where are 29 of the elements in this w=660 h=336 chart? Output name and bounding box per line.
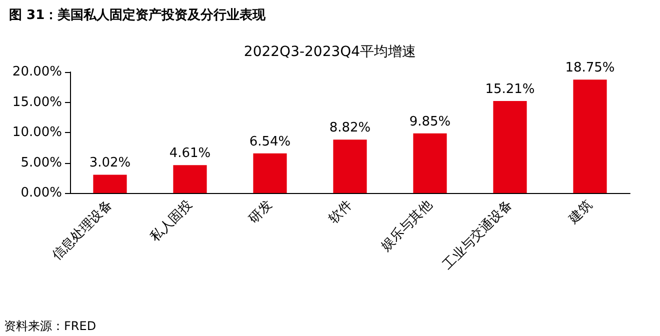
chart-subtitle: 2022Q3-2023Q4平均增速	[244, 44, 416, 60]
text: 资料来源：FRED	[4, 319, 96, 333]
bar	[573, 80, 607, 193]
data-label: 3.02%	[89, 156, 131, 171]
data-label: 6.54%	[249, 134, 291, 150]
y-tick-label: 0.00%	[20, 186, 62, 200]
bar	[413, 133, 447, 193]
bar	[93, 174, 127, 193]
bar	[493, 100, 527, 193]
y-tick-label: 10.00%	[12, 125, 62, 140]
x-tick-label: 软件	[326, 198, 356, 227]
data-label: 8.82%	[329, 120, 371, 136]
chart-title: 图 31：美国私人固定资产投资及分行业表现	[9, 7, 267, 23]
y-tick-label: 20.00%	[12, 64, 62, 80]
x-tick-label: 信息处理设备	[50, 198, 116, 264]
y-tick-label: 5.00%	[20, 155, 62, 170]
y-tick-label: 15.00%	[12, 94, 62, 110]
x-tick-label: 研发	[246, 198, 276, 227]
data-label: 4.61%	[169, 146, 211, 162]
bar	[333, 140, 367, 193]
x-tick-label: 娱乐与其他	[378, 198, 436, 254]
x-tick-label: 工业与交通设备	[440, 196, 516, 273]
x-tick-label: 建筑	[566, 198, 596, 228]
x-tick-label: 私人固投	[148, 198, 196, 246]
data-label: 15.21%	[485, 82, 535, 97]
bar	[173, 165, 207, 193]
data-label: 9.85%	[409, 114, 451, 130]
bar	[253, 153, 287, 193]
data-label: 18.75%	[565, 60, 615, 76]
